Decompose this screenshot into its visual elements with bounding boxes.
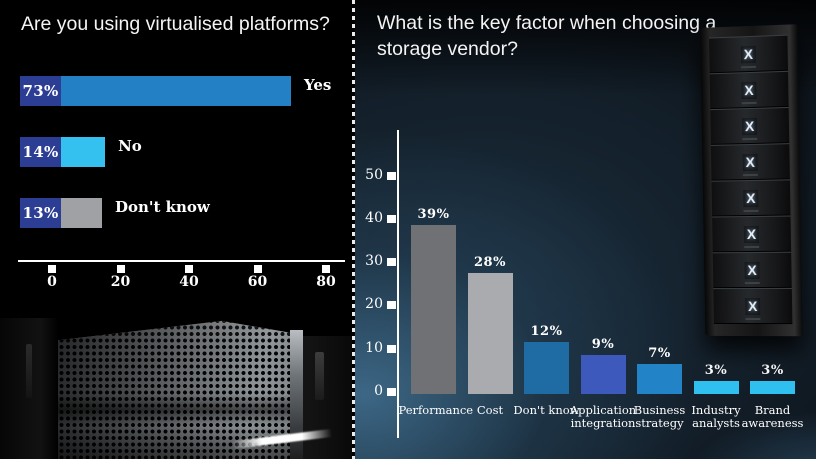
rack-logo: X	[743, 225, 760, 243]
rack-module: X	[709, 34, 789, 74]
y-axis	[397, 130, 399, 438]
rack-module: X	[713, 287, 793, 325]
bar-row: 13% Don't know	[0, 198, 352, 228]
axis-tick-label: 20	[110, 274, 131, 290]
bar	[61, 198, 102, 228]
axis-tick	[387, 344, 396, 353]
axis-tick-label: 60	[247, 274, 268, 290]
value-badge: 13%	[20, 198, 61, 228]
category-label: Cost	[476, 403, 504, 417]
category-label: Don't know	[513, 403, 580, 417]
left-panel: Are you using virtualised platforms? 73%…	[0, 0, 352, 459]
value-badge: 14%	[20, 137, 61, 167]
axis-tick	[48, 265, 56, 273]
right-chart-title: What is the key factor when choosing a s…	[377, 12, 717, 61]
axis-tick-label: 10	[365, 339, 383, 356]
value-badge: 73%	[20, 76, 61, 106]
chassis-edge-highlight	[290, 330, 303, 459]
value-label: 12%	[530, 324, 563, 340]
axis-tick-label: 30	[365, 253, 383, 270]
category-label: Yes	[303, 76, 332, 94]
rack-logo: X	[740, 45, 757, 63]
value-label: 7%	[648, 345, 671, 361]
bar	[637, 363, 682, 394]
bar	[524, 342, 569, 394]
axis-tick-label: 40	[365, 209, 383, 226]
rack-module: X	[712, 215, 792, 253]
axis-tick	[253, 265, 262, 273]
value-label: 3%	[704, 363, 728, 378]
category-label: Industry analysts	[691, 403, 741, 431]
rack-module: X	[711, 179, 791, 217]
category-label: Application integration	[569, 403, 637, 431]
bar-row: 73% Yes	[0, 76, 352, 106]
rack-logo: X	[743, 189, 759, 207]
rack-module: X	[710, 143, 790, 181]
x-axis	[18, 260, 345, 262]
bar	[61, 137, 106, 167]
server-side-panel	[303, 336, 352, 459]
left-chart-title: Are you using virtualised platforms?	[21, 13, 330, 35]
category-label: Performance	[398, 403, 474, 417]
axis-tick-label: 40	[179, 274, 199, 290]
server-chassis-photo	[0, 318, 352, 459]
panel-slot	[26, 344, 32, 398]
value-label: 3%	[761, 363, 784, 378]
rack-logo: X	[742, 153, 758, 171]
axis-tick	[387, 301, 396, 310]
category-label: Brand awareness	[741, 403, 804, 431]
bar	[411, 225, 456, 394]
panel-divider	[352, 0, 355, 459]
axis-tick	[387, 258, 396, 267]
value-label: 28%	[474, 254, 506, 270]
axis-tick	[185, 265, 193, 273]
bar-row: 14% No	[0, 137, 352, 167]
rack-logo: X	[741, 81, 757, 99]
axis-tick-label: 80	[316, 274, 336, 290]
axis-tick-label: 50	[365, 166, 383, 183]
axis-tick	[387, 214, 396, 223]
value-label: 39%	[417, 207, 450, 223]
category-label: No	[118, 137, 142, 155]
rack-module: X	[709, 70, 789, 110]
axis-tick-label: 20	[365, 296, 383, 313]
value-label: 9%	[591, 337, 615, 353]
rack-module: X	[712, 251, 792, 289]
rack-logo: X	[744, 261, 760, 279]
bar	[580, 355, 626, 394]
axis-tick-label: 0	[47, 274, 57, 290]
axis-tick	[116, 265, 125, 273]
rack-logo: X	[741, 117, 758, 135]
axis-tick	[387, 171, 396, 180]
axis-tick	[387, 388, 396, 396]
axis-tick-label: 0	[374, 383, 383, 399]
bar	[693, 381, 739, 394]
axis-tick	[322, 265, 330, 273]
server-left-panel	[0, 318, 58, 459]
panel-slot	[315, 352, 324, 400]
category-label: Business strategy	[633, 403, 686, 431]
perforated-grille	[56, 320, 303, 459]
rack-logo: X	[744, 297, 761, 315]
rack-module: X	[710, 106, 790, 145]
bar	[750, 381, 795, 394]
category-label: Don't know	[114, 198, 210, 216]
bar	[61, 76, 291, 106]
right-panel: What is the key factor when choosing a s…	[355, 0, 816, 459]
bar	[467, 272, 513, 394]
